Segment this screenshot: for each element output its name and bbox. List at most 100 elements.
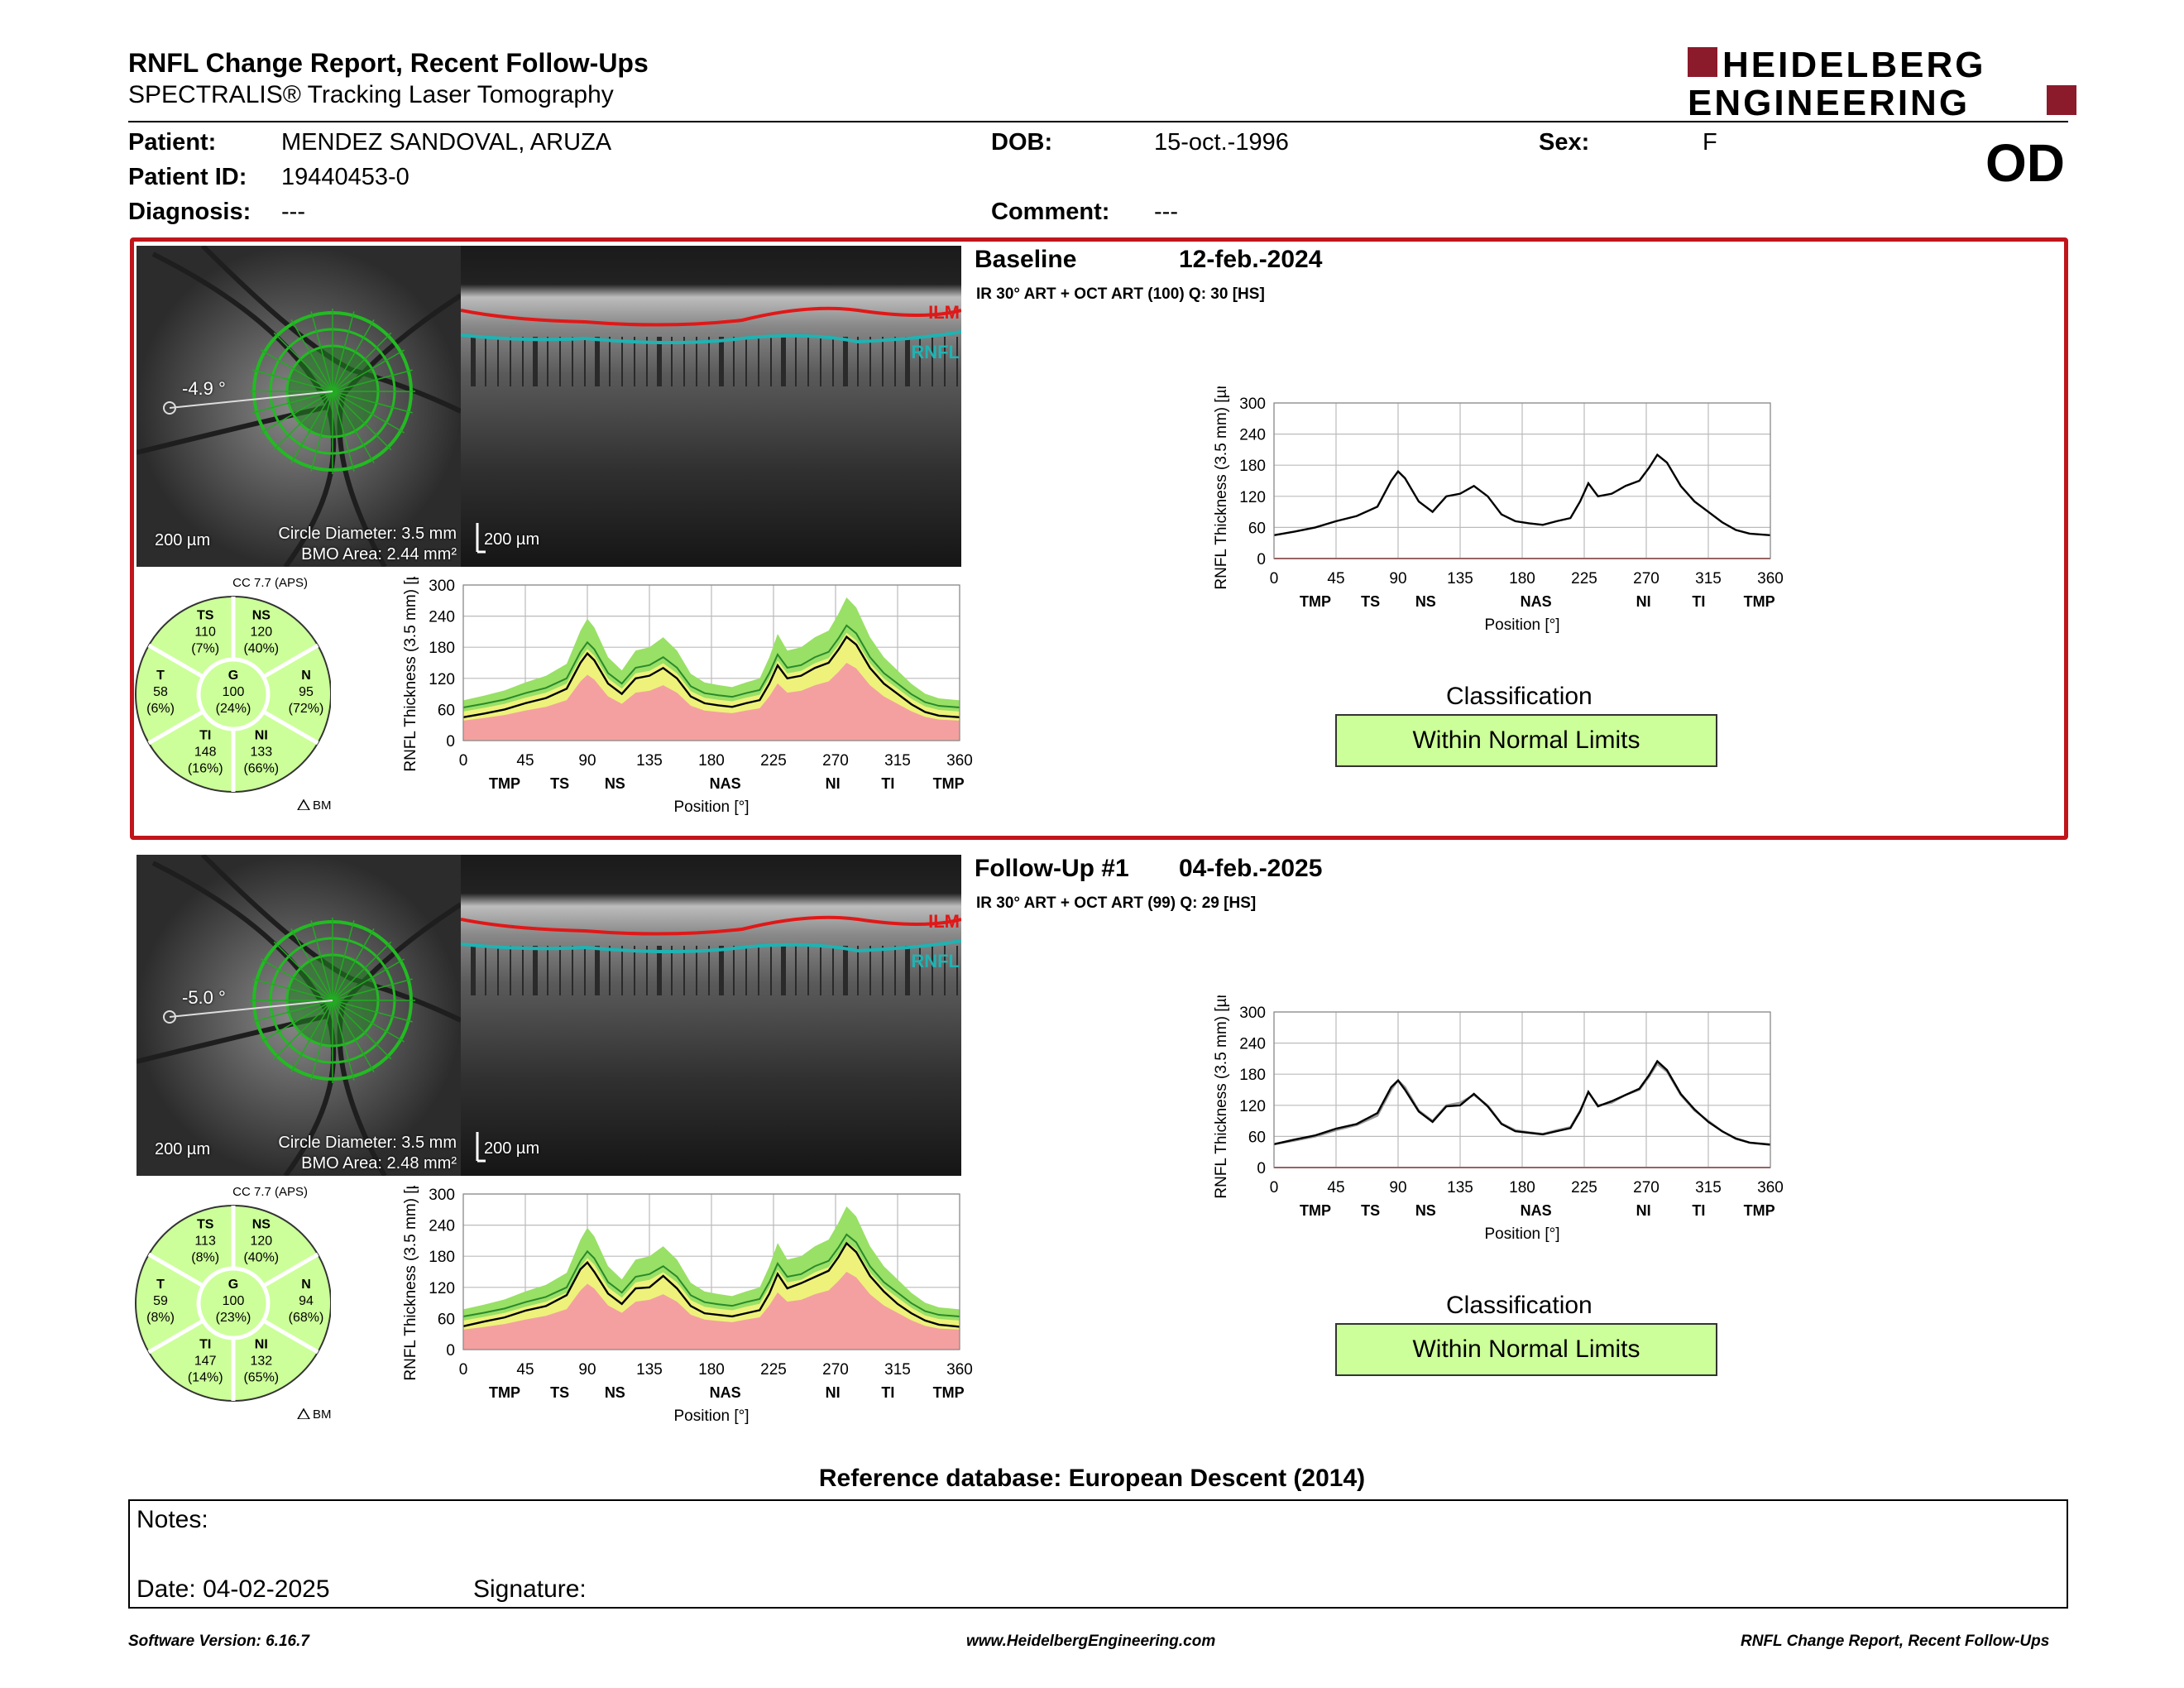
sector-name-NI: NI bbox=[255, 729, 268, 743]
x-tick-label: 45 bbox=[1327, 1179, 1344, 1196]
sector-divider bbox=[262, 1318, 319, 1355]
radial-scan bbox=[261, 1000, 333, 1043]
region-label: NAS bbox=[710, 1384, 741, 1401]
sector-divider bbox=[147, 709, 204, 746]
sector-divider bbox=[262, 1252, 319, 1288]
oct-graphic: ILM RNFL bbox=[461, 855, 961, 1176]
fovea-marker bbox=[163, 401, 176, 415]
sector-pie: CC 7.7 (APS) TS 110 (7%) NS 120 (40%) T 58 (6%) G 1… bbox=[135, 576, 331, 810]
fundus-image: -5.0 ° 200 µm Circle Diameter: 3.5 mm BMO A… bbox=[136, 855, 461, 1176]
exam-info: IR 30° ART + OCT ART (100) Q: 30 [HS] bbox=[976, 285, 1265, 303]
comment-label: Comment: bbox=[991, 199, 1110, 225]
radial-scan bbox=[252, 369, 333, 392]
x-tick-label: 45 bbox=[1327, 570, 1344, 587]
y-axis-label: RNFL Thickness (3.5 mm) [µm] bbox=[402, 577, 419, 772]
sector-divider bbox=[147, 643, 204, 679]
report-title: RNFL Change Report, Recent Follow-Ups bbox=[128, 48, 649, 78]
x-tick-label: 180 bbox=[1509, 570, 1535, 587]
sector-name-TS: TS bbox=[197, 1217, 214, 1231]
x-tick-label: 270 bbox=[822, 752, 849, 770]
radial-scan bbox=[310, 311, 333, 392]
region-label: NS bbox=[1415, 593, 1436, 610]
sector-pct-T: (8%) bbox=[146, 1311, 175, 1325]
x-tick-label: 90 bbox=[578, 752, 596, 770]
radial-scan bbox=[332, 920, 355, 1001]
fundus-graphic bbox=[136, 246, 461, 567]
eye-indicator: OD bbox=[1985, 133, 2065, 193]
y-tick-label: 180 bbox=[429, 1249, 455, 1266]
notes-label: Notes: bbox=[136, 1506, 208, 1533]
x-tick-label: 315 bbox=[1695, 1179, 1722, 1196]
global-sector bbox=[196, 657, 271, 731]
radial-scan bbox=[290, 391, 333, 463]
radial-scan bbox=[332, 958, 405, 1001]
region-label: TS bbox=[550, 1384, 569, 1401]
region-label: TI bbox=[881, 775, 894, 792]
diagnosis-label: Diagnosis: bbox=[128, 199, 251, 225]
exam-section-1: -5.0 ° 200 µm Circle Diameter: 3.5 mm BMO A… bbox=[0, 855, 2184, 1451]
x-axis-label: Position [°] bbox=[673, 1407, 749, 1425]
y-tick-label: 120 bbox=[1239, 489, 1266, 506]
oct-scale: 200 µm bbox=[484, 1139, 540, 1158]
region-label: TI bbox=[1692, 1202, 1705, 1219]
radial-scan bbox=[332, 391, 375, 463]
normative-chart: 0 45 90 135 180 225 270 315 360 0 60 120 180 240 300 TM… bbox=[402, 577, 973, 816]
sector-value-T: 58 bbox=[153, 685, 168, 699]
radial-scan bbox=[310, 920, 333, 1001]
normative-chart: 0 45 90 135 180 225 270 315 360 0 60 120 180 240 300 TM… bbox=[402, 1186, 973, 1425]
y-tick-label: 0 bbox=[446, 1342, 455, 1360]
sector-pie: CC 7.7 (APS) TS 113 (8%) NS 120 (40%) T 59 (8%) G 1… bbox=[135, 1185, 331, 1419]
radial-scan bbox=[261, 958, 333, 1001]
x-tick-label: 360 bbox=[1757, 570, 1784, 587]
ilm-line bbox=[461, 915, 961, 936]
radial-scan bbox=[261, 391, 333, 434]
x-tick-label: 45 bbox=[516, 752, 534, 770]
sector-pct-G: (24%) bbox=[216, 702, 251, 716]
x-tick-label: 0 bbox=[1270, 570, 1279, 587]
logo-line1: HEIDELBERG bbox=[1722, 46, 1985, 85]
ilm-label: ILM bbox=[928, 911, 960, 932]
diagnosis-value: --- bbox=[281, 199, 305, 225]
sector-pct-N: (72%) bbox=[289, 702, 324, 716]
sector-pct-TS: (7%) bbox=[191, 641, 219, 655]
heidelberg-logo: HEIDELBERG ENGINEERING bbox=[1688, 46, 2076, 118]
region-label: TMP bbox=[489, 775, 520, 792]
region-label: TI bbox=[881, 1384, 894, 1401]
sector-name-TI: TI bbox=[199, 729, 211, 743]
sector-pct-T: (6%) bbox=[146, 702, 175, 716]
sector-pct-NS: (40%) bbox=[243, 641, 279, 655]
x-tick-label: 90 bbox=[1389, 570, 1406, 587]
radial-scan bbox=[332, 391, 413, 414]
oct-bscan: ILM RNFL 200 µm bbox=[461, 855, 961, 1176]
x-axis-label: Position [°] bbox=[1484, 616, 1559, 634]
sector-pct-TI: (16%) bbox=[188, 762, 223, 776]
cc-text: CC 7.7 (APS) bbox=[232, 1185, 308, 1199]
x-tick-label: 0 bbox=[459, 1361, 468, 1379]
radial-scan bbox=[332, 1000, 392, 1060]
x-tick-label: 90 bbox=[1389, 1179, 1406, 1196]
region-label: NI bbox=[826, 1384, 841, 1401]
sector-value-TS: 113 bbox=[194, 1234, 216, 1248]
bmo-area-text: BMO Area: 2.48 mm² bbox=[301, 1154, 457, 1172]
radial-scan bbox=[332, 319, 375, 392]
classification-result: Within Normal Limits bbox=[1335, 1323, 1717, 1376]
x-tick-label: 135 bbox=[1447, 570, 1473, 587]
radial-scan bbox=[332, 978, 413, 1001]
sector-pct-TS: (8%) bbox=[191, 1250, 219, 1264]
fovea-marker bbox=[163, 1010, 176, 1024]
y-tick-label: 120 bbox=[429, 671, 455, 688]
radial-scan bbox=[273, 1000, 333, 1060]
fundus-scale: 200 µm bbox=[155, 1140, 211, 1158]
website: www.HeidelbergEngineering.com bbox=[966, 1633, 1216, 1650]
sector-value-G: 100 bbox=[223, 1294, 245, 1308]
sector-value-N: 94 bbox=[299, 1294, 314, 1308]
x-tick-label: 225 bbox=[1571, 570, 1597, 587]
sector-name-NS: NS bbox=[252, 608, 271, 622]
x-tick-label: 360 bbox=[946, 752, 973, 770]
region-label: TMP bbox=[1744, 593, 1775, 610]
region-label: TS bbox=[1361, 593, 1380, 610]
y-tick-label: 120 bbox=[429, 1280, 455, 1297]
baseline-highlight-frame bbox=[130, 237, 2068, 840]
notes-box[interactable]: Notes: Date: 04-02-2025 Signature: bbox=[128, 1499, 2068, 1609]
sector-pct-TI: (14%) bbox=[188, 1371, 223, 1385]
